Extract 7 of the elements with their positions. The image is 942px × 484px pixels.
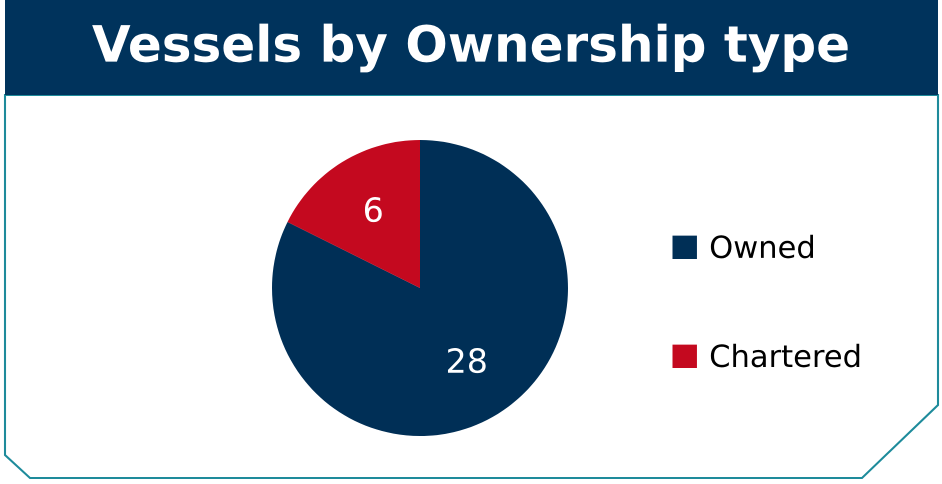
data-label: 6: [364, 196, 382, 222]
chart-title: Vessels by Ownership type: [92, 24, 848, 72]
legend-label: Owned: [710, 234, 813, 258]
pie-slice: [288, 140, 420, 288]
pie-slice: [272, 140, 568, 436]
data-label: 28: [448, 348, 486, 374]
legend-label: Chartered: [710, 344, 860, 368]
